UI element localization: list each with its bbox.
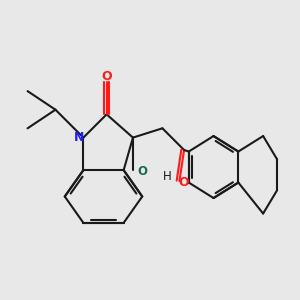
Text: O: O [179, 176, 189, 189]
Text: N: N [74, 131, 84, 144]
Text: H: H [163, 170, 172, 183]
Text: O: O [137, 165, 147, 178]
Text: O: O [101, 70, 112, 83]
